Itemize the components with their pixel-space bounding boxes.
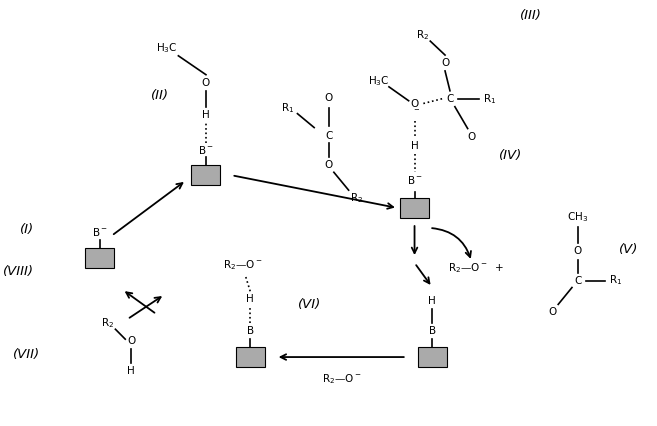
- Text: H: H: [127, 366, 135, 376]
- Text: O: O: [411, 99, 419, 109]
- Text: (VII): (VII): [13, 348, 41, 360]
- Text: R$_2$: R$_2$: [416, 28, 429, 42]
- Text: (I): (I): [20, 223, 34, 236]
- Text: O: O: [441, 58, 449, 68]
- Text: R$_2$—O$^-$: R$_2$—O$^-$: [223, 259, 262, 272]
- Text: O: O: [127, 336, 135, 346]
- Text: R$_1$: R$_1$: [608, 273, 622, 288]
- Text: R$_1$: R$_1$: [281, 101, 294, 115]
- Text: O: O: [548, 307, 556, 317]
- Text: CH$_3$: CH$_3$: [567, 210, 589, 224]
- Text: (V): (V): [620, 243, 639, 256]
- Text: B$^-$: B$^-$: [92, 226, 108, 238]
- Text: H: H: [411, 141, 419, 151]
- Bar: [418, 347, 447, 367]
- Text: O: O: [202, 78, 210, 88]
- Text: R$_2$—O$^-$  +: R$_2$—O$^-$ +: [448, 261, 505, 274]
- Text: O: O: [574, 246, 582, 256]
- Text: H: H: [202, 110, 210, 121]
- Text: H: H: [428, 296, 436, 306]
- Text: (II): (II): [150, 89, 169, 102]
- Text: C: C: [574, 276, 581, 285]
- Text: O: O: [468, 132, 476, 141]
- Text: R$_1$: R$_1$: [483, 92, 496, 106]
- Text: B: B: [428, 326, 436, 336]
- Text: R$_2$: R$_2$: [350, 191, 363, 205]
- Text: C: C: [325, 130, 332, 141]
- Text: (VIII): (VIII): [3, 265, 34, 278]
- Text: O: O: [325, 93, 333, 103]
- Text: (VI): (VI): [298, 298, 321, 311]
- Bar: [400, 198, 429, 218]
- Text: B$^-$: B$^-$: [198, 144, 214, 156]
- Bar: [191, 165, 221, 185]
- Text: (III): (III): [520, 9, 541, 22]
- Text: H: H: [246, 294, 254, 304]
- Text: H$_3$C: H$_3$C: [156, 41, 177, 55]
- Text: R$_2$: R$_2$: [101, 317, 114, 330]
- Text: H$_3$C: H$_3$C: [369, 74, 390, 88]
- Text: B: B: [246, 326, 254, 336]
- Bar: [236, 347, 265, 367]
- Text: O: O: [325, 160, 333, 170]
- Text: (IV): (IV): [499, 149, 522, 162]
- Text: C: C: [446, 94, 453, 104]
- Bar: [85, 248, 114, 268]
- Text: R$_2$—O$^-$: R$_2$—O$^-$: [322, 372, 361, 386]
- Text: B$^-$: B$^-$: [407, 174, 422, 186]
- Text: $^-$: $^-$: [413, 108, 420, 118]
